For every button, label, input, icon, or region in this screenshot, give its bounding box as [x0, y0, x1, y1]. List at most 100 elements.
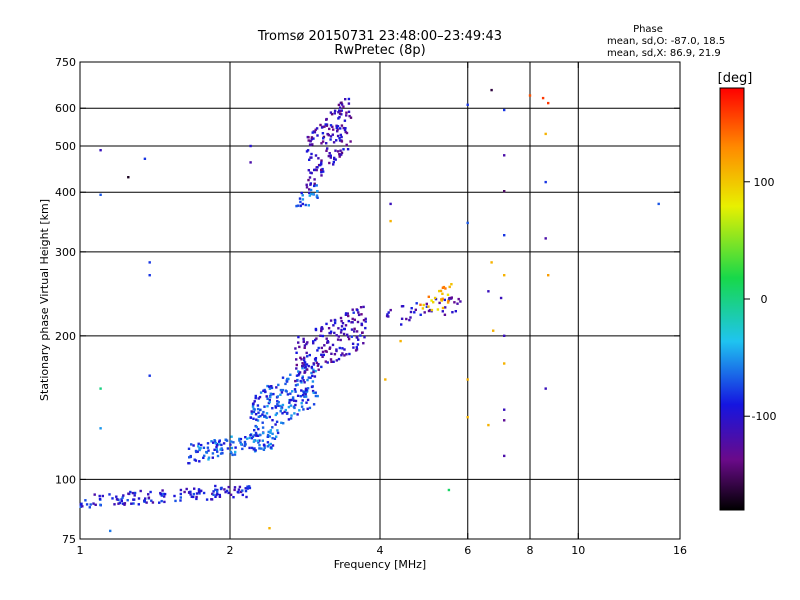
- cluster-point: [433, 296, 437, 300]
- cluster-point: [270, 385, 273, 388]
- cluster-point: [256, 407, 260, 411]
- cluster-point: [304, 203, 307, 207]
- sparse-point: [544, 180, 547, 184]
- cluster-point: [340, 354, 343, 357]
- cluster-point: [310, 371, 313, 375]
- cluster-point: [303, 361, 307, 364]
- chart-title: Tromsø 20150731 23:48:00–23:49:43: [257, 29, 502, 44]
- cluster-point: [274, 413, 277, 417]
- cluster-point: [98, 494, 101, 498]
- cluster-point: [316, 166, 319, 169]
- cluster-point: [345, 114, 348, 117]
- cluster-point: [266, 433, 270, 437]
- cluster-point: [335, 126, 338, 130]
- cluster-point: [262, 448, 266, 451]
- cluster-point: [211, 492, 214, 496]
- cluster-point: [333, 331, 336, 335]
- cluster-point: [310, 136, 314, 139]
- cluster-point: [160, 499, 163, 503]
- cluster-point: [312, 368, 315, 371]
- chart-subtitle: RwPretec (8p): [334, 43, 425, 58]
- cluster-point: [312, 342, 315, 345]
- sparse-point: [503, 334, 506, 337]
- sparse-point: [547, 274, 550, 277]
- cluster-point: [273, 437, 277, 440]
- cluster-point: [300, 405, 304, 408]
- cluster-point: [419, 313, 422, 316]
- cluster-point: [305, 342, 308, 346]
- axis-tick-labels: 1 2 4 6 8 10 16 75 100 200 300 400 500 600 750: [55, 56, 687, 557]
- phase-stats-o: mean, sd,O: -87.0, 18.5: [607, 36, 725, 47]
- cluster-point: [290, 398, 293, 402]
- cluster-point: [339, 127, 342, 130]
- cluster-point: [289, 373, 292, 376]
- cluster-point: [329, 135, 333, 138]
- cluster-point: [329, 111, 333, 114]
- cluster-point: [303, 395, 306, 398]
- cluster-point: [290, 414, 293, 417]
- cluster-point: [251, 435, 255, 438]
- cluster-point: [409, 316, 412, 319]
- cluster-point: [333, 109, 337, 112]
- cluster-point: [321, 327, 324, 330]
- cluster-point: [329, 330, 333, 333]
- cluster-point: [296, 378, 299, 382]
- cluster-point: [244, 443, 247, 446]
- x-tick-label: 6: [464, 544, 471, 557]
- sparse-point: [447, 488, 451, 492]
- cluster-point: [320, 346, 323, 350]
- cluster-point: [286, 377, 289, 381]
- cluster-point: [224, 438, 227, 441]
- sparse-point: [399, 339, 402, 343]
- cluster-point: [207, 449, 210, 452]
- cluster-point: [330, 352, 333, 355]
- cluster-point: [232, 496, 235, 499]
- cluster-point: [436, 308, 440, 311]
- cluster-point: [220, 443, 223, 447]
- cluster-point: [301, 362, 304, 365]
- cluster-point: [311, 131, 314, 134]
- cluster-point: [281, 388, 284, 392]
- cluster-point: [307, 364, 310, 368]
- cluster-point: [267, 443, 271, 447]
- cluster-point: [303, 370, 307, 374]
- cluster-point: [185, 487, 188, 491]
- cluster-point: [317, 346, 320, 350]
- cluster-point: [448, 285, 451, 289]
- cluster-point: [346, 333, 349, 336]
- cluster-point: [244, 489, 248, 493]
- cluster-point: [179, 488, 183, 492]
- cluster-point: [249, 416, 253, 419]
- cluster-point: [338, 139, 342, 142]
- cluster-point: [263, 388, 266, 392]
- cluster-point: [206, 446, 210, 449]
- sparse-point: [249, 161, 252, 164]
- cluster-point: [233, 488, 236, 492]
- cluster-point: [351, 317, 354, 321]
- cluster-point: [336, 125, 340, 128]
- sparse-point: [547, 101, 550, 105]
- cluster-point: [292, 405, 296, 408]
- cluster-point: [251, 405, 255, 408]
- cluster-point: [229, 450, 233, 454]
- cluster-point: [313, 375, 317, 378]
- sparse-point: [268, 527, 271, 530]
- cluster-point: [340, 135, 343, 139]
- cluster-point: [198, 448, 201, 452]
- cluster-point: [312, 340, 315, 343]
- cluster-point: [337, 357, 341, 361]
- cluster-point: [249, 434, 252, 437]
- cluster-point: [328, 152, 331, 155]
- cluster-point: [303, 363, 307, 367]
- cluster-point: [419, 303, 422, 306]
- cluster-point: [219, 448, 222, 451]
- cluster-point: [250, 437, 254, 440]
- cluster-point: [308, 191, 311, 195]
- cluster-point: [286, 393, 290, 396]
- cluster-point: [387, 315, 390, 318]
- cluster-point: [223, 488, 226, 491]
- cluster-point: [335, 348, 338, 351]
- cluster-point: [215, 493, 218, 497]
- cluster-point: [324, 360, 327, 363]
